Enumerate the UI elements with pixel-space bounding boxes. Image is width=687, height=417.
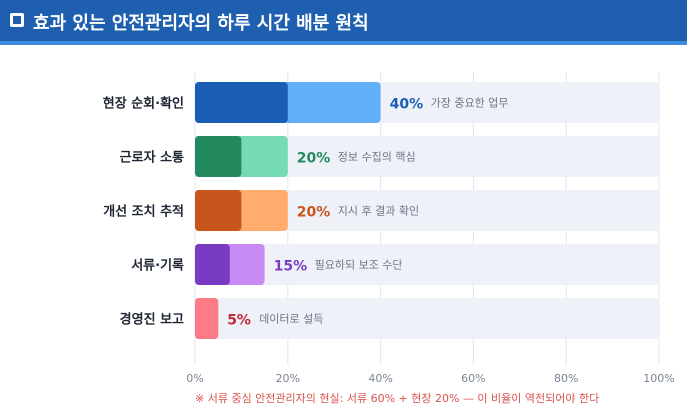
value-label: 5% bbox=[227, 313, 251, 329]
bar-annotation: 필요하되 보조 수단 bbox=[315, 258, 403, 272]
square-icon bbox=[10, 13, 24, 27]
bar-annotation: 데이터로 설득 bbox=[259, 313, 323, 326]
bar-annotation: 가장 중요한 업무 bbox=[431, 97, 509, 110]
footnote: ※ 서류 중심 안전관리자의 현실: 서류 60% + 현장 20% — 이 비… bbox=[195, 392, 600, 405]
value-label: 20% bbox=[297, 151, 331, 167]
x-tick-label: 100% bbox=[643, 372, 674, 385]
x-tick-label: 60% bbox=[461, 372, 485, 385]
value-label: 40% bbox=[390, 97, 424, 113]
bar-annotation: 정보 수집의 핵심 bbox=[338, 151, 416, 164]
bar-segment-dark bbox=[195, 244, 230, 285]
x-tick-label: 0% bbox=[186, 372, 203, 385]
bar-segment-dark bbox=[195, 136, 242, 177]
page-title: 효과 있는 안전관리자의 하루 시간 배분 원칙 bbox=[33, 13, 369, 34]
category-label: 현장 순회·확인 bbox=[103, 96, 184, 112]
value-label: 15% bbox=[274, 259, 308, 275]
header-bar: 효과 있는 안전관리자의 하루 시간 배분 원칙 bbox=[0, 0, 687, 45]
x-tick-label: 20% bbox=[276, 372, 300, 385]
bar-segment-dark bbox=[195, 82, 288, 123]
bar-track bbox=[195, 298, 659, 339]
category-label: 경영진 보고 bbox=[120, 312, 184, 328]
category-label: 근로자 소통 bbox=[120, 151, 184, 166]
category-label: 서류·기록 bbox=[131, 259, 184, 274]
value-label: 20% bbox=[297, 205, 331, 221]
bar-annotation: 지시 후 결과 확인 bbox=[338, 205, 419, 218]
bar-segment-dark bbox=[195, 190, 242, 231]
x-tick-label: 80% bbox=[554, 372, 578, 385]
bar-segment-dark bbox=[195, 298, 219, 339]
category-label: 개선 조치 추적 bbox=[103, 204, 184, 220]
bar-track bbox=[195, 244, 659, 285]
x-tick-label: 40% bbox=[368, 372, 392, 385]
